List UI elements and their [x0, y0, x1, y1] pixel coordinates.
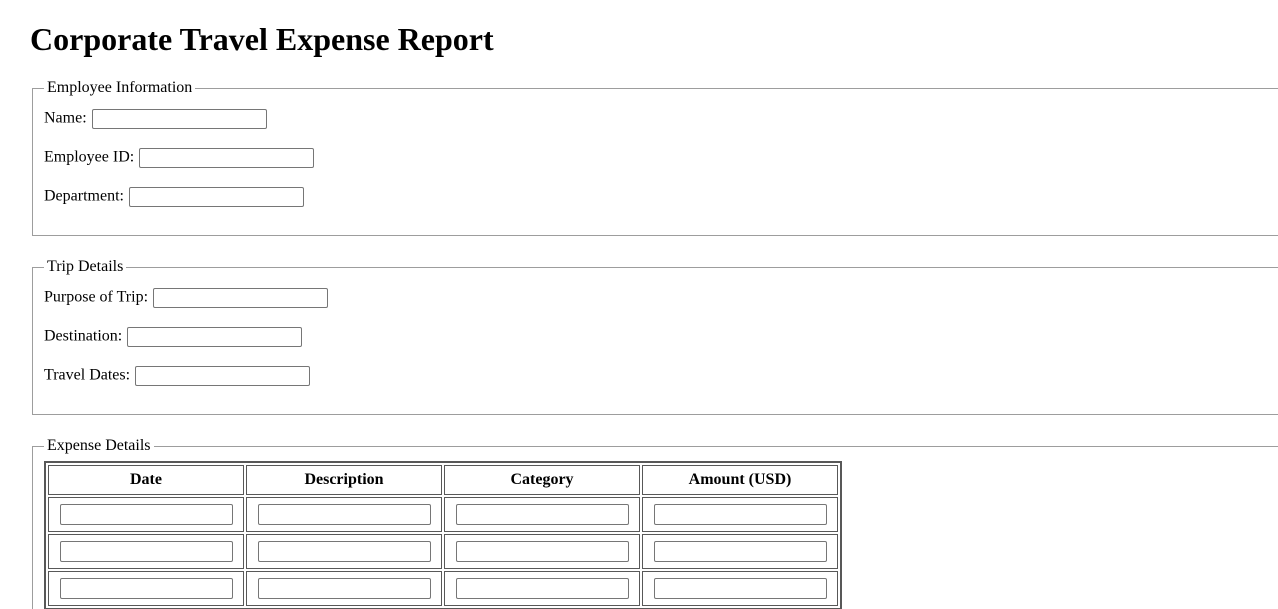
expense-table: Date Description Category Amount (USD) [44, 461, 842, 609]
purpose-of-trip-row: Purpose of Trip: [44, 288, 1278, 308]
expense-row-2 [48, 534, 838, 569]
expense-header-description: Description [246, 465, 442, 495]
expense-header-amount: Amount (USD) [642, 465, 838, 495]
trip-details-section: Trip Details Purpose of Trip: Destinatio… [32, 258, 1278, 415]
department-input[interactable] [128, 187, 304, 207]
destination-input[interactable] [127, 327, 303, 347]
expense-description-input-3[interactable] [257, 578, 431, 599]
employee-information-section: Employee Information Name: Employee ID: … [32, 79, 1278, 236]
page-title: Corporate Travel Expense Report [30, 21, 494, 57]
employee-id-label: Employee ID: [44, 148, 135, 166]
expense-date-input-3[interactable] [59, 578, 233, 599]
expense-details-section: Expense Details Date Description Categor… [32, 437, 1278, 609]
travel-dates-label: Travel Dates: [44, 366, 131, 384]
name-label: Name: [44, 109, 87, 127]
expense-amount-input-1[interactable] [653, 504, 827, 525]
expense-description-input-2[interactable] [257, 541, 431, 562]
employee-information-legend: Employee Information [47, 79, 193, 96]
expense-details-legend: Expense Details [47, 437, 151, 454]
expense-category-input-1[interactable] [455, 504, 629, 525]
expense-row-3 [48, 571, 838, 606]
destination-label: Destination: [44, 327, 123, 345]
department-row: Department: [44, 187, 1278, 207]
expense-header-category: Category [444, 465, 640, 495]
expense-row-1 [48, 497, 838, 532]
expense-description-input-1[interactable] [257, 504, 431, 525]
expense-header-date: Date [48, 465, 244, 495]
travel-dates-row: Travel Dates: [44, 366, 1278, 386]
destination-row: Destination: [44, 327, 1278, 347]
employee-id-row: Employee ID: [44, 148, 1278, 168]
expense-category-input-3[interactable] [455, 578, 629, 599]
department-label: Department: [44, 187, 124, 205]
purpose-of-trip-label: Purpose of Trip: [44, 288, 149, 306]
travel-dates-input[interactable] [135, 366, 311, 386]
expense-table-header-row: Date Description Category Amount (USD) [48, 465, 838, 495]
expense-category-input-2[interactable] [455, 541, 629, 562]
expense-amount-input-3[interactable] [653, 578, 827, 599]
purpose-of-trip-input[interactable] [153, 288, 329, 308]
expense-amount-input-2[interactable] [653, 541, 827, 562]
trip-details-legend: Trip Details [47, 258, 124, 275]
employee-id-input[interactable] [139, 148, 315, 168]
expense-date-input-1[interactable] [59, 504, 233, 525]
name-row: Name: [44, 109, 1278, 129]
name-input[interactable] [91, 109, 267, 129]
expense-date-input-2[interactable] [59, 541, 233, 562]
